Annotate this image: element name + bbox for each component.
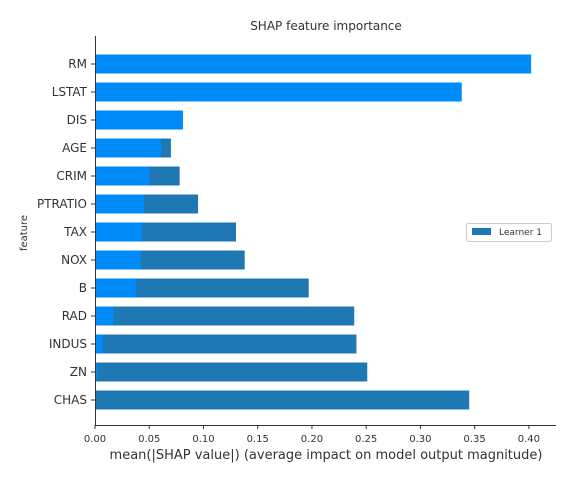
y-tick-label-crim: CRIM — [56, 169, 87, 183]
x-tick-label-7: 0.35 — [464, 434, 486, 445]
bar-dis-series-2 — [95, 110, 183, 130]
x-tick-label-6: 0.30 — [409, 434, 431, 445]
y-tick-label-age: AGE — [62, 141, 87, 155]
x-axis-label: mean(|SHAP value|) (average impact on mo… — [110, 448, 543, 463]
bar-zn-series-2 — [95, 362, 98, 382]
y-tick-label-lstat: LSTAT — [52, 85, 88, 99]
y-axis-label: feature — [19, 215, 30, 251]
y-tick-label-zn: ZN — [70, 365, 87, 379]
bar-crim-series-2 — [95, 166, 150, 186]
bars-group — [95, 54, 532, 410]
bar-b-series-2 — [95, 278, 137, 298]
legend-swatch-learner-1 — [472, 228, 491, 235]
y-tick-label-nox: NOX — [61, 253, 87, 267]
y-tick-label-tax: TAX — [63, 225, 87, 239]
bar-indus-series-1 — [95, 334, 357, 354]
x-tick-label-3: 0.15 — [247, 434, 269, 445]
bar-rad-series-1 — [95, 306, 355, 326]
bar-rm-series-2 — [95, 54, 532, 74]
x-tick-label-2: 0.10 — [192, 434, 214, 445]
bar-tax-series-2 — [95, 222, 142, 242]
chart-title: SHAP feature importance — [250, 19, 402, 33]
y-tick-label-ptratio: PTRATIO — [37, 197, 87, 211]
x-tick-label-4: 0.20 — [301, 434, 323, 445]
legend-label-learner-1: Learner 1 — [499, 228, 542, 238]
bar-zn-series-1 — [95, 362, 368, 382]
y-tick-labels: RM LSTAT DIS AGE CRIM PTRATIO TAX NOX B RAD INDUS Z… — [37, 57, 95, 407]
bar-ptratio-series-2 — [95, 194, 144, 214]
y-tick-label-dis: DIS — [67, 113, 87, 127]
bar-rad-series-2 — [95, 306, 114, 326]
y-tick-label-rad: RAD — [62, 309, 87, 323]
bar-lstat-series-2 — [95, 82, 462, 102]
y-tick-label-chas: CHAS — [54, 393, 87, 407]
x-axis-ticks: 0.00 0.05 0.10 0.15 0.20 0.25 0.30 0.35 0.40 — [84, 425, 540, 445]
bar-b-series-1 — [95, 278, 309, 298]
bar-age-series-2 — [95, 138, 162, 158]
x-tick-label-5: 0.25 — [355, 434, 377, 445]
bar-nox-series-2 — [95, 250, 141, 270]
bar-chas-series-1 — [95, 390, 470, 410]
y-tick-label-rm: RM — [68, 57, 87, 71]
x-tick-label-0: 0.00 — [84, 434, 106, 445]
y-tick-label-indus: INDUS — [49, 337, 87, 351]
bar-indus-series-2 — [95, 334, 103, 354]
y-tick-label-b: B — [79, 281, 87, 295]
legend: Learner 1 — [466, 223, 552, 242]
x-tick-label-8: 0.40 — [518, 434, 540, 445]
x-tick-label-1: 0.05 — [138, 434, 160, 445]
